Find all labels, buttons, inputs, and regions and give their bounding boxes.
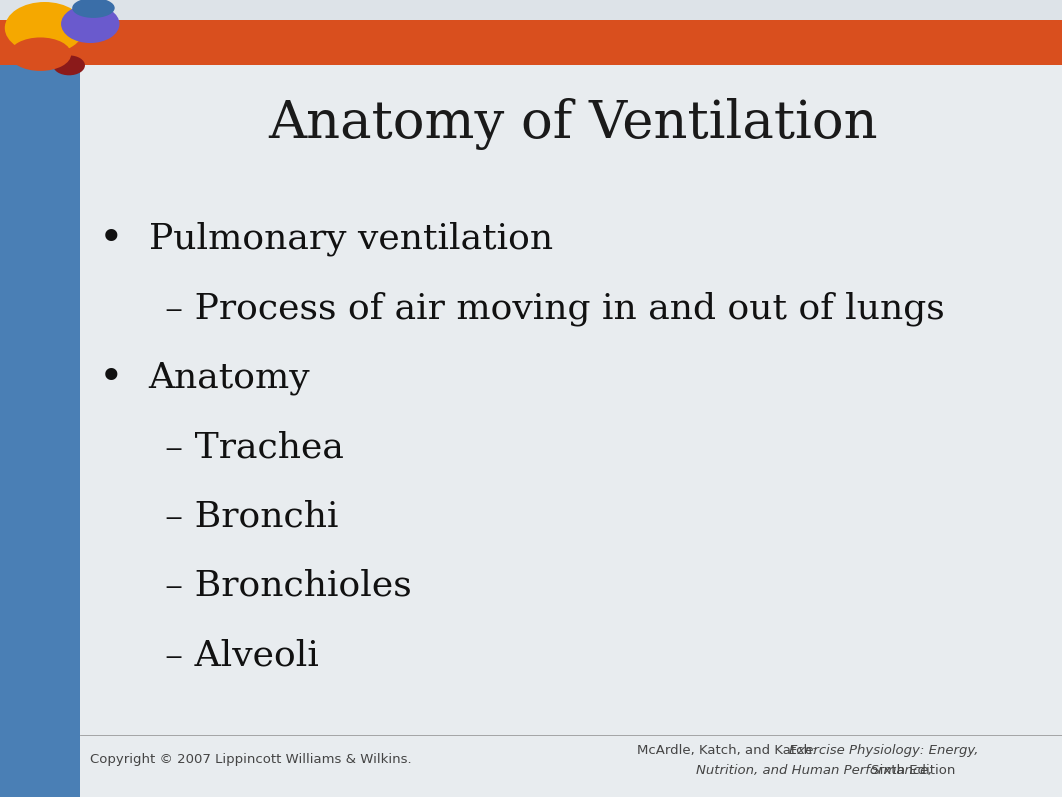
Text: – Trachea: – Trachea bbox=[165, 430, 343, 464]
FancyBboxPatch shape bbox=[0, 65, 80, 797]
Text: – Process of air moving in and out of lungs: – Process of air moving in and out of lu… bbox=[165, 291, 944, 326]
FancyBboxPatch shape bbox=[80, 65, 1062, 797]
Ellipse shape bbox=[62, 5, 119, 43]
Text: – Bronchioles: – Bronchioles bbox=[165, 569, 411, 603]
Text: Exercise Physiology: Energy,: Exercise Physiology: Energy, bbox=[789, 744, 979, 757]
Ellipse shape bbox=[72, 0, 115, 18]
Text: Anatomy: Anatomy bbox=[149, 361, 310, 395]
Text: Pulmonary ventilation: Pulmonary ventilation bbox=[149, 222, 553, 257]
Text: Sixth Edition: Sixth Edition bbox=[868, 764, 956, 777]
Text: •: • bbox=[99, 218, 124, 260]
Ellipse shape bbox=[10, 37, 71, 71]
Ellipse shape bbox=[5, 2, 85, 54]
Text: Anatomy of Ventilation: Anatomy of Ventilation bbox=[269, 97, 878, 150]
Text: Nutrition, and Human Performance,: Nutrition, and Human Performance, bbox=[696, 764, 932, 777]
Ellipse shape bbox=[53, 56, 85, 75]
Text: – Alveoli: – Alveoli bbox=[165, 638, 319, 672]
FancyBboxPatch shape bbox=[0, 0, 1062, 20]
Text: McArdle, Katch, and Katch:: McArdle, Katch, and Katch: bbox=[637, 744, 821, 757]
Text: Copyright © 2007 Lippincott Williams & Wilkins.: Copyright © 2007 Lippincott Williams & W… bbox=[90, 753, 412, 766]
Text: •: • bbox=[99, 357, 124, 398]
Text: – Bronchi: – Bronchi bbox=[165, 500, 338, 533]
FancyBboxPatch shape bbox=[0, 20, 1062, 65]
